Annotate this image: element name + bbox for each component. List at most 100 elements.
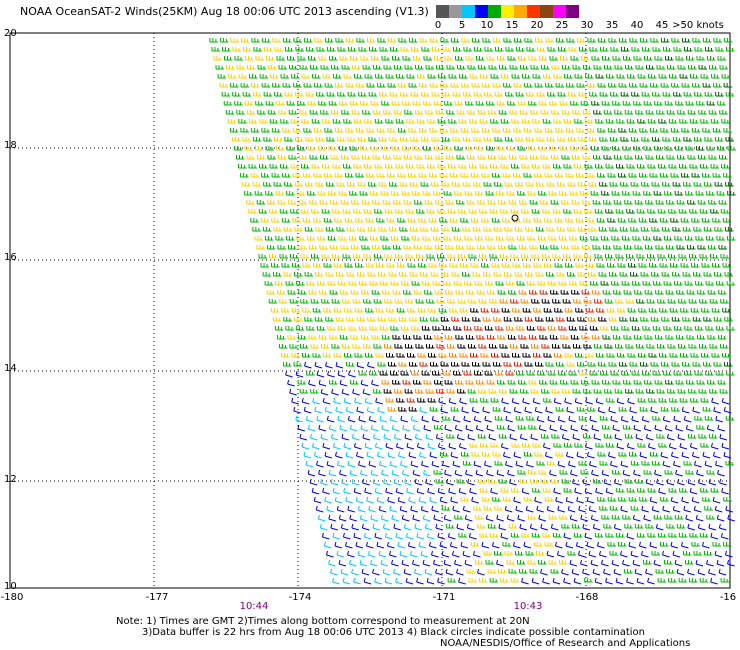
wind-barb	[650, 362, 660, 367]
wind-barb	[511, 443, 520, 448]
wind-barb	[488, 479, 497, 484]
wind-barb	[332, 164, 342, 169]
wind-barb	[463, 461, 472, 466]
wind-barb	[469, 119, 478, 124]
wind-barb	[534, 452, 543, 457]
wind-barb	[336, 272, 345, 277]
wind-barb	[500, 119, 510, 124]
wind-barb	[631, 92, 640, 97]
wind-barb	[247, 65, 256, 70]
wind-barb	[568, 371, 578, 376]
wind-barb	[359, 281, 368, 286]
wind-barb	[576, 451, 585, 459]
wind-barb	[684, 371, 693, 376]
wind-barb	[555, 83, 565, 88]
wind-barb	[461, 317, 471, 322]
wind-barb	[666, 155, 675, 160]
wind-barb	[647, 488, 657, 493]
wind-barb	[517, 425, 527, 430]
wind-barb	[715, 460, 723, 468]
wind-barb	[406, 442, 415, 450]
wind-barb	[362, 65, 372, 70]
wind-barb	[452, 47, 462, 52]
wind-barb	[628, 497, 638, 502]
wind-barb	[518, 56, 527, 61]
wind-barb	[456, 200, 465, 205]
time-label-left: 10:44	[239, 601, 269, 612]
wind-barb	[375, 308, 385, 313]
wind-barb	[610, 460, 618, 468]
wind-barb	[714, 227, 723, 232]
wind-barb	[444, 469, 452, 477]
wind-barb	[491, 353, 500, 358]
wind-barb	[603, 200, 612, 205]
wind-barb	[624, 524, 633, 529]
wind-barb	[357, 137, 367, 142]
wind-barb	[678, 209, 688, 214]
wind-barb	[465, 56, 474, 61]
wind-barb	[314, 38, 323, 43]
wind-barb	[248, 209, 257, 214]
wind-barb	[558, 371, 567, 376]
wind-barb	[479, 209, 488, 214]
wind-barb	[551, 65, 561, 70]
wind-barb	[548, 515, 558, 520]
wind-barb	[608, 362, 618, 367]
wind-barb	[526, 92, 535, 97]
wind-barb	[615, 209, 625, 214]
wind-barb	[538, 101, 548, 106]
wind-barb	[686, 335, 695, 340]
wind-barb	[528, 56, 537, 61]
wind-barb	[717, 380, 727, 385]
wind-barb	[606, 353, 615, 358]
wind-barb	[307, 424, 316, 432]
wind-barb	[653, 236, 662, 241]
wind-barb	[365, 263, 375, 268]
wind-barb	[697, 245, 706, 250]
wind-barb	[716, 146, 726, 151]
wind-barb	[564, 74, 573, 79]
wind-barb	[571, 290, 580, 295]
wind-barb	[314, 317, 324, 322]
wind-barb	[695, 559, 704, 567]
wind-barb	[428, 541, 437, 549]
wind-barb	[628, 263, 637, 268]
wind-barb	[713, 406, 721, 414]
wind-barb	[453, 326, 462, 331]
wind-barb	[486, 335, 496, 340]
wind-barb	[391, 559, 399, 567]
wind-barb	[454, 101, 464, 106]
wind-barb	[272, 317, 282, 322]
wind-barb	[617, 542, 627, 547]
wind-barb	[426, 254, 435, 259]
wind-barb	[416, 119, 426, 124]
wind-barb	[664, 470, 674, 475]
wind-barb	[723, 451, 732, 459]
wind-barb	[623, 290, 633, 295]
wind-barb	[514, 362, 523, 367]
wind-barb	[295, 92, 304, 97]
wind-barb	[345, 38, 355, 43]
wind-barb	[624, 569, 633, 574]
wind-barb	[565, 541, 574, 549]
wind-barb	[286, 101, 296, 106]
wind-barb	[482, 317, 492, 322]
wind-barb	[586, 541, 595, 549]
note-line-3: NOAA/NESDIS/Office of Research and Appli…	[440, 638, 691, 649]
wind-barb	[291, 397, 299, 405]
wind-barb	[628, 541, 637, 549]
wind-barb	[601, 559, 609, 567]
wind-barb	[303, 451, 312, 459]
wind-barb	[604, 344, 613, 349]
wind-barb	[551, 110, 560, 115]
wind-barb	[311, 487, 320, 495]
wind-barb	[371, 290, 381, 295]
wind-barb	[308, 335, 317, 340]
wind-barb	[687, 523, 696, 531]
wind-barb	[627, 74, 636, 79]
wind-barb	[557, 47, 567, 52]
wind-barb	[686, 380, 695, 385]
wind-barb	[516, 326, 525, 331]
wind-barb	[404, 65, 414, 70]
wind-barb	[345, 451, 354, 459]
